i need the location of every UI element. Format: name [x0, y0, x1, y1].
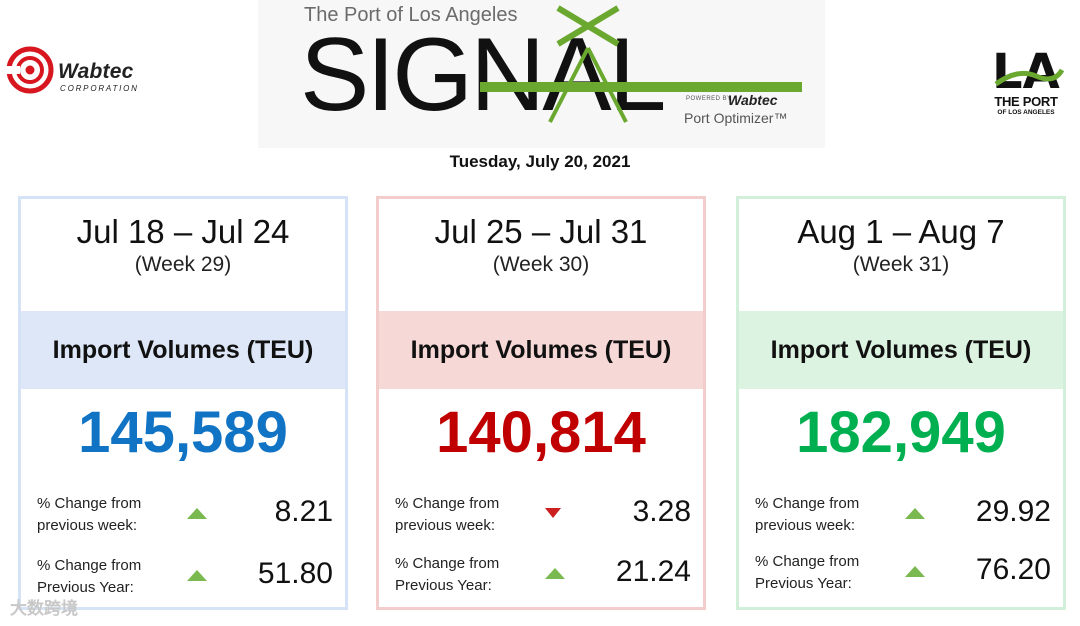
week-number: (Week 30) — [492, 253, 590, 276]
week-change-label: % Change from previous week: — [395, 495, 500, 534]
card-header: Jul 25 – Jul 31 (Week 30) — [379, 199, 703, 311]
week-change-label: % Change from previous week: — [37, 495, 142, 534]
week-change-value: 8.21 — [274, 495, 333, 528]
up-arrow-icon — [905, 566, 925, 577]
year-change-label: % Change from Previous Year: — [755, 553, 860, 592]
up-arrow-icon — [905, 508, 925, 519]
powered-by-label: POWERED BY — [686, 96, 732, 102]
week-change-row: % Change from previous week: 29.92 — [755, 493, 1051, 541]
week-range: Jul 18 – Jul 24 — [76, 213, 290, 250]
signal-banner: The Port of Los Angeles SIGNAL POWERED B… — [258, 0, 825, 148]
wabtec-logo: Wabtec CORPORATION — [6, 44, 156, 100]
week-card-30: Jul 25 – Jul 31 (Week 30) Import Volumes… — [376, 196, 706, 610]
port-of-la-logo: LA THE PORT OF LOS ANGELES — [988, 42, 1065, 122]
week-change-value: 29.92 — [975, 495, 1051, 528]
import-volume-value: 182,949 — [796, 400, 1006, 465]
import-volumes-band: Import Volumes (TEU) — [739, 311, 1063, 389]
import-volumes-band: Import Volumes (TEU) — [21, 311, 345, 389]
week-card-29: Jul 18 – Jul 24 (Week 29) Import Volumes… — [18, 196, 348, 610]
year-change-value: 21.24 — [615, 555, 691, 588]
week-range: Jul 25 – Jul 31 — [434, 213, 648, 250]
week-change-row: % Change from previous week: 3.28 — [395, 493, 691, 541]
year-change-row: % Change from Previous Year: 76.20 — [755, 551, 1051, 599]
year-change-value: 51.80 — [257, 557, 333, 590]
year-change-label: % Change from Previous Year: — [37, 557, 142, 596]
down-arrow-icon — [545, 508, 561, 518]
wabtec-corporation-label: CORPORATION — [60, 84, 139, 93]
up-arrow-icon — [187, 570, 207, 581]
la-port-label: THE PORT — [994, 94, 1058, 109]
week-card-31: Aug 1 – Aug 7 (Week 31) Import Volumes (… — [736, 196, 1066, 610]
up-arrow-icon — [545, 568, 565, 579]
port-optimizer-label: Port Optimizer™ — [684, 110, 788, 126]
svg-text:LA: LA — [992, 44, 1060, 94]
watermark: 大数跨境 — [10, 599, 78, 618]
report-date: Tuesday, July 20, 2021 — [449, 152, 631, 171]
week-number: (Week 31) — [852, 253, 950, 276]
card-header: Aug 1 – Aug 7 (Week 31) — [739, 199, 1063, 311]
wabtec-mark-icon — [6, 46, 54, 94]
up-arrow-icon — [187, 508, 207, 519]
wabtec-name: Wabtec — [58, 60, 134, 83]
import-volume-value: 140,814 — [436, 400, 646, 465]
import-volume-value: 145,589 — [78, 400, 288, 465]
year-change-value: 76.20 — [975, 553, 1051, 586]
week-change-value: 3.28 — [632, 495, 691, 528]
signal-crane-icon — [480, 5, 802, 123]
la-port-sublabel: OF LOS ANGELES — [997, 109, 1055, 116]
year-change-row: % Change from Previous Year: 51.80 — [37, 555, 333, 603]
year-change-row: % Change from Previous Year: 21.24 — [395, 553, 691, 601]
week-change-row: % Change from previous week: 8.21 — [37, 493, 333, 541]
week-change-label: % Change from previous week: — [755, 495, 860, 534]
signal-subtitle: The Port of Los Angeles — [304, 4, 518, 26]
card-header: Jul 18 – Jul 24 (Week 29) — [21, 199, 345, 311]
year-change-label: % Change from Previous Year: — [395, 555, 500, 594]
week-range: Aug 1 – Aug 7 — [797, 213, 1005, 250]
import-volumes-band: Import Volumes (TEU) — [379, 311, 703, 389]
week-number: (Week 29) — [134, 253, 232, 276]
powered-by-brand: Wabtec — [728, 92, 778, 108]
la-mark-icon: LA — [992, 44, 1065, 100]
